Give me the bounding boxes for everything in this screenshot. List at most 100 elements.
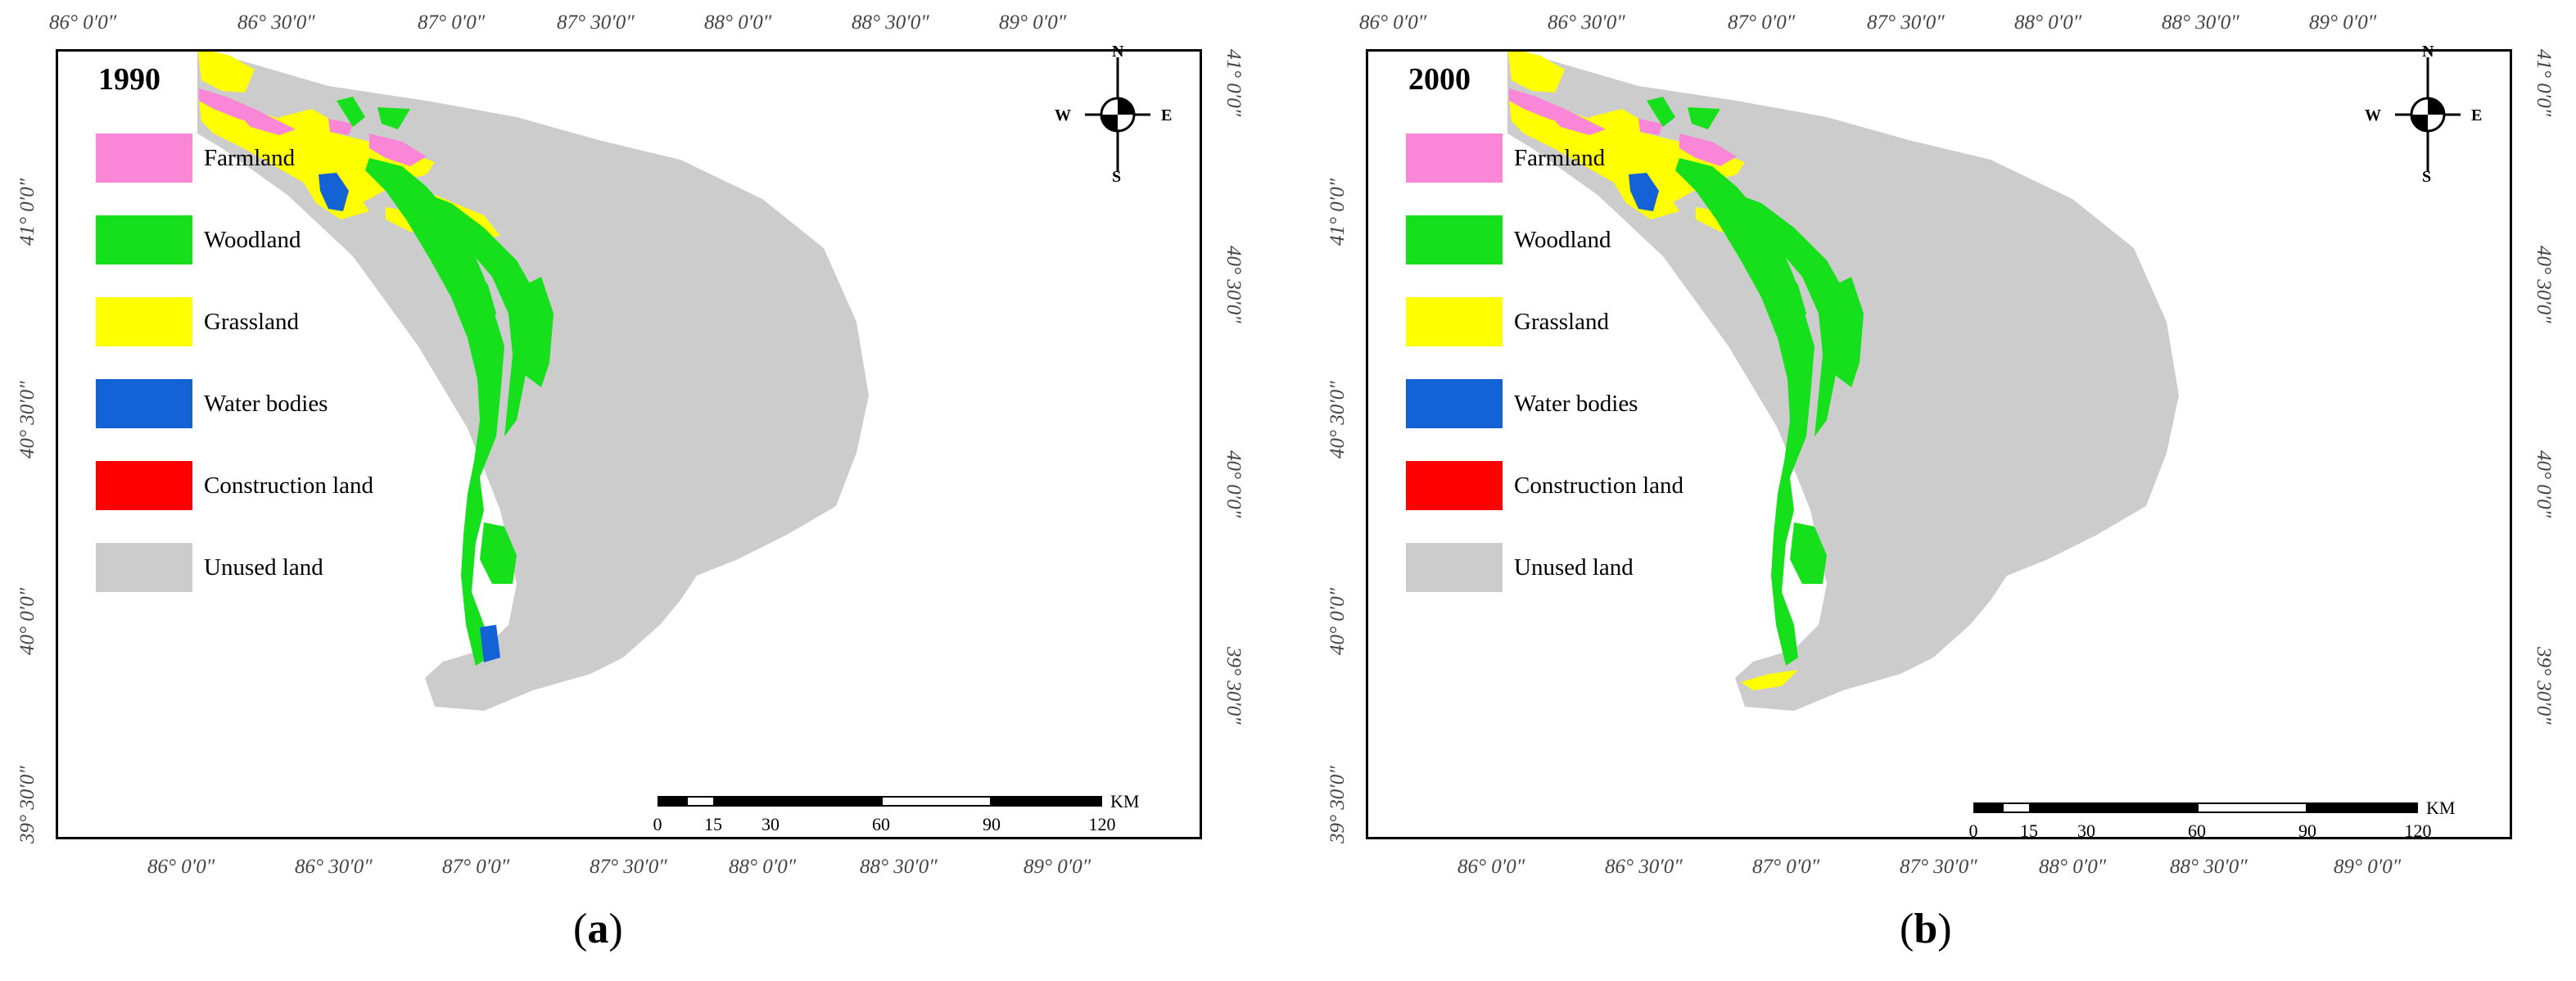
farmland-area xyxy=(369,133,427,166)
land-use-map xyxy=(1507,52,2179,711)
top-longitude-tick: 86° 0′0″ xyxy=(49,11,117,34)
scale-segment xyxy=(2002,802,2031,813)
farmland-area xyxy=(1679,133,1737,166)
legend-label: Farmland xyxy=(1514,145,1606,171)
scale-segment xyxy=(1973,802,2002,813)
left-latitude-tick: 40° 0′0″ xyxy=(16,587,38,655)
woodland-area xyxy=(377,107,410,129)
north-arrow-icon xyxy=(1085,57,1150,172)
farmland-area xyxy=(1544,109,1606,135)
farmland-area xyxy=(1638,119,1663,135)
scale-segment xyxy=(2307,802,2418,813)
left-latitude-tick: 39° 30′0″ xyxy=(16,766,38,843)
caption-letter: b xyxy=(1914,906,1938,952)
legend-swatch xyxy=(96,379,192,428)
right-latitude-tick: 41° 0′0″ xyxy=(2533,49,2555,117)
grassland-area xyxy=(197,52,255,93)
left-latitude-tick: 40° 30′0″ xyxy=(16,381,38,459)
legend-swatch xyxy=(1406,379,1503,428)
legend-swatch xyxy=(1406,215,1503,264)
water-body xyxy=(480,625,500,662)
legend-label: Unused land xyxy=(204,554,323,581)
right-latitude-tick: 40° 30′0″ xyxy=(1222,246,1245,323)
left-latitude-tick: 39° 30′0″ xyxy=(1326,766,1349,843)
woodland-area xyxy=(1827,277,1864,387)
top-longitude-tick: 87° 0′0″ xyxy=(1728,11,1796,34)
grassland-area xyxy=(279,109,341,138)
scale-label: 120 xyxy=(2404,821,2432,841)
scale-label: 30 xyxy=(762,814,780,834)
compass-north: N xyxy=(2422,43,2434,61)
compass-west: W xyxy=(2365,106,2381,124)
scale-segment xyxy=(2031,802,2086,813)
scale-label: 120 xyxy=(1088,814,1116,834)
legend-item-water-bodies: Water bodies xyxy=(1406,379,1750,428)
compass-west: W xyxy=(1055,106,1071,124)
scale-segment xyxy=(771,796,881,807)
top-longitude-tick: 88° 30′0″ xyxy=(852,11,929,34)
woodland-area xyxy=(517,277,554,387)
compass-south: S xyxy=(1112,168,1122,186)
scale-segment xyxy=(658,796,686,807)
map-frame xyxy=(56,49,1202,839)
map-panel-b: 2000 Farmland Woodland Grassland Water b… xyxy=(1310,0,2576,981)
bottom-longitude-tick: 86° 30′0″ xyxy=(1605,856,1683,878)
legend-swatch xyxy=(96,133,192,183)
woodland-area xyxy=(1647,97,1675,127)
scale-label: 90 xyxy=(983,814,1001,834)
legend-item-unused-land: Unused land xyxy=(1406,543,1750,592)
bottom-longitude-tick: 88° 0′0″ xyxy=(2039,856,2107,878)
legend-label: Grassland xyxy=(204,309,299,335)
bottom-longitude-tick: 88° 0′0″ xyxy=(729,856,797,878)
legend-item-woodland: Woodland xyxy=(96,215,440,264)
scale-label: 60 xyxy=(2188,821,2206,841)
legend-swatch xyxy=(96,461,192,510)
legend-swatch xyxy=(1406,543,1503,592)
legend-item-farmland: Farmland xyxy=(96,133,440,183)
year-label: 2000 xyxy=(1408,62,1471,97)
top-longitude-tick: 88° 0′0″ xyxy=(704,11,772,34)
bottom-longitude-tick: 87° 30′0″ xyxy=(1900,856,1977,878)
scale-unit: KM xyxy=(2426,798,2456,818)
bottom-longitude-tick: 88° 30′0″ xyxy=(860,856,938,878)
left-latitude-tick: 41° 0′0″ xyxy=(16,178,38,246)
scale-label: 15 xyxy=(2020,821,2038,841)
scale-label: 60 xyxy=(872,814,890,834)
grassland-area xyxy=(1507,52,1565,93)
legend-label: Water bodies xyxy=(204,391,328,417)
scale-label: 30 xyxy=(2077,821,2095,841)
legend-swatch xyxy=(1406,133,1503,183)
bottom-longitude-tick: 89° 0′0″ xyxy=(2334,856,2402,878)
scale-label: 90 xyxy=(2298,821,2316,841)
legend-label: Grassland xyxy=(1514,309,1609,335)
legend-label: Farmland xyxy=(204,145,296,171)
legend-label: Construction land xyxy=(1514,472,1684,499)
bottom-longitude-tick: 86° 30′0″ xyxy=(295,856,373,878)
compass-north: N xyxy=(1112,43,1124,61)
grassland-area xyxy=(1741,670,1798,690)
scale-segment xyxy=(881,796,992,807)
bottom-longitude-tick: 89° 0′0″ xyxy=(1024,856,1091,878)
compass-east: E xyxy=(1161,106,1173,124)
top-longitude-tick: 89° 0′0″ xyxy=(2309,11,2377,34)
woodland-area xyxy=(1688,107,1720,129)
legend-label: Water bodies xyxy=(1514,391,1638,417)
right-latitude-tick: 40° 0′0″ xyxy=(1222,450,1245,518)
farmland-area xyxy=(234,109,296,135)
legend-item-construction-land: Construction land xyxy=(96,461,440,510)
top-longitude-tick: 88° 0′0″ xyxy=(2014,11,2082,34)
woodland-area xyxy=(337,97,365,127)
scale-segment xyxy=(686,796,715,807)
woodland-area xyxy=(1753,248,1806,334)
bottom-longitude-tick: 86° 0′0″ xyxy=(1457,856,1525,878)
scale-label: 0 xyxy=(1968,821,1978,841)
top-longitude-tick: 86° 0′0″ xyxy=(1359,11,1427,34)
woodland-area xyxy=(418,191,533,436)
scale-label: 0 xyxy=(653,814,662,834)
map-panel-a: 1990 Farmland Woodland Grassland Water b… xyxy=(0,0,1266,981)
woodland-area xyxy=(1790,522,1827,584)
grassland-area xyxy=(1509,101,1745,215)
top-longitude-tick: 87° 30′0″ xyxy=(1867,11,1945,34)
bottom-longitude-tick: 87° 0′0″ xyxy=(1752,856,1820,878)
legend-item-farmland: Farmland xyxy=(1406,133,1750,183)
